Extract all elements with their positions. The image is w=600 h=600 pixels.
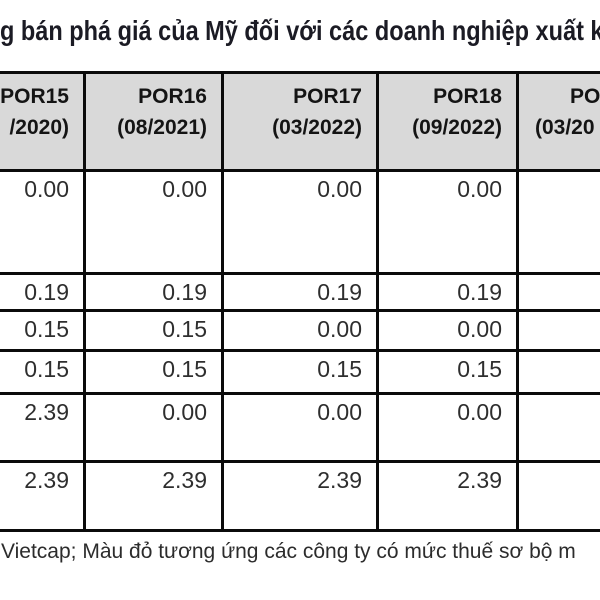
- data-cell: 0.00: [0, 172, 86, 272]
- figure-title: g bán phá giá của Mỹ đối với các doanh n…: [0, 15, 600, 46]
- data-cell: 2.39: [379, 463, 519, 529]
- data-cell-clipped: [519, 395, 600, 460]
- antidumping-duty-table: POR15 /2020) POR16 (08/2021) POR17 (03/2…: [0, 71, 600, 532]
- header-line2: (03/20: [535, 116, 595, 139]
- data-cell: 0.19: [86, 275, 224, 309]
- header-line1: POR18: [433, 85, 502, 108]
- data-cell: 0.15: [86, 312, 224, 349]
- data-cell-clipped: [519, 352, 600, 392]
- data-cell: 2.39: [0, 463, 86, 529]
- data-cell: 2.39: [86, 463, 224, 529]
- data-cell: 0.19: [224, 275, 379, 309]
- data-cell: 0.00: [379, 312, 519, 349]
- table-row: 2.39 2.39 2.39 2.39: [0, 463, 600, 532]
- data-cell: 0.19: [379, 275, 519, 309]
- table-row: 2.39 0.00 0.00 0.00: [0, 395, 600, 463]
- header-cell-por18: POR18 (09/2022): [379, 74, 519, 169]
- data-cell: 0.00: [224, 395, 379, 460]
- table-row: 0.19 0.19 0.19 0.19: [0, 275, 600, 312]
- data-cell-clipped: [519, 275, 600, 309]
- data-cell: 0.15: [86, 352, 224, 392]
- table-header-row: POR15 /2020) POR16 (08/2021) POR17 (03/2…: [0, 74, 600, 172]
- data-cell: 0.00: [86, 395, 224, 460]
- source-caption: Vietcap; Màu đỏ tương ứng các công ty có…: [1, 540, 576, 563]
- header-cell-por16: POR16 (08/2021): [86, 74, 224, 169]
- header-line2: (09/2022): [412, 116, 502, 139]
- data-cell: 0.19: [0, 275, 86, 309]
- data-cell: 0.00: [224, 312, 379, 349]
- header-line1: POR15: [0, 85, 69, 108]
- data-cell: 0.00: [379, 172, 519, 272]
- data-cell-clipped: [519, 463, 600, 529]
- header-line2: /2020): [9, 116, 69, 139]
- table-row: 0.15 0.15 0.15 0.15: [0, 352, 600, 395]
- data-cell: 2.39: [0, 395, 86, 460]
- data-cell: 0.00: [379, 395, 519, 460]
- data-cell: 0.15: [0, 352, 86, 392]
- header-cell-por17: POR17 (03/2022): [224, 74, 379, 169]
- data-cell-clipped: [519, 172, 600, 272]
- table-row: 0.00 0.00 0.00 0.00: [0, 172, 600, 275]
- table-row: 0.15 0.15 0.00 0.00: [0, 312, 600, 352]
- data-cell-clipped: [519, 312, 600, 349]
- header-line1: POR16: [138, 85, 207, 108]
- data-cell: 2.39: [224, 463, 379, 529]
- header-cell-por15: POR15 /2020): [0, 74, 86, 169]
- header-line1: POR17: [293, 85, 362, 108]
- header-line1: PO: [570, 85, 600, 108]
- header-line2: (03/2022): [272, 116, 362, 139]
- data-cell: 0.15: [0, 312, 86, 349]
- data-cell: 0.15: [379, 352, 519, 392]
- data-cell: 0.00: [224, 172, 379, 272]
- data-cell: 0.00: [86, 172, 224, 272]
- header-line2: (08/2021): [117, 116, 207, 139]
- data-cell: 0.15: [224, 352, 379, 392]
- header-cell-por19-clipped: PO (03/20: [519, 74, 600, 169]
